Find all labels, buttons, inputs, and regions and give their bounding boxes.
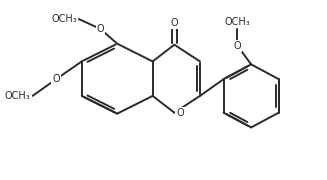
Text: O: O (233, 41, 241, 51)
Text: OCH₃: OCH₃ (51, 14, 77, 24)
Text: OCH₃: OCH₃ (5, 91, 30, 101)
Text: O: O (170, 18, 178, 28)
Text: O: O (176, 108, 184, 118)
Text: O: O (97, 24, 104, 34)
Text: OCH₃: OCH₃ (225, 17, 250, 27)
Text: O: O (52, 74, 60, 84)
